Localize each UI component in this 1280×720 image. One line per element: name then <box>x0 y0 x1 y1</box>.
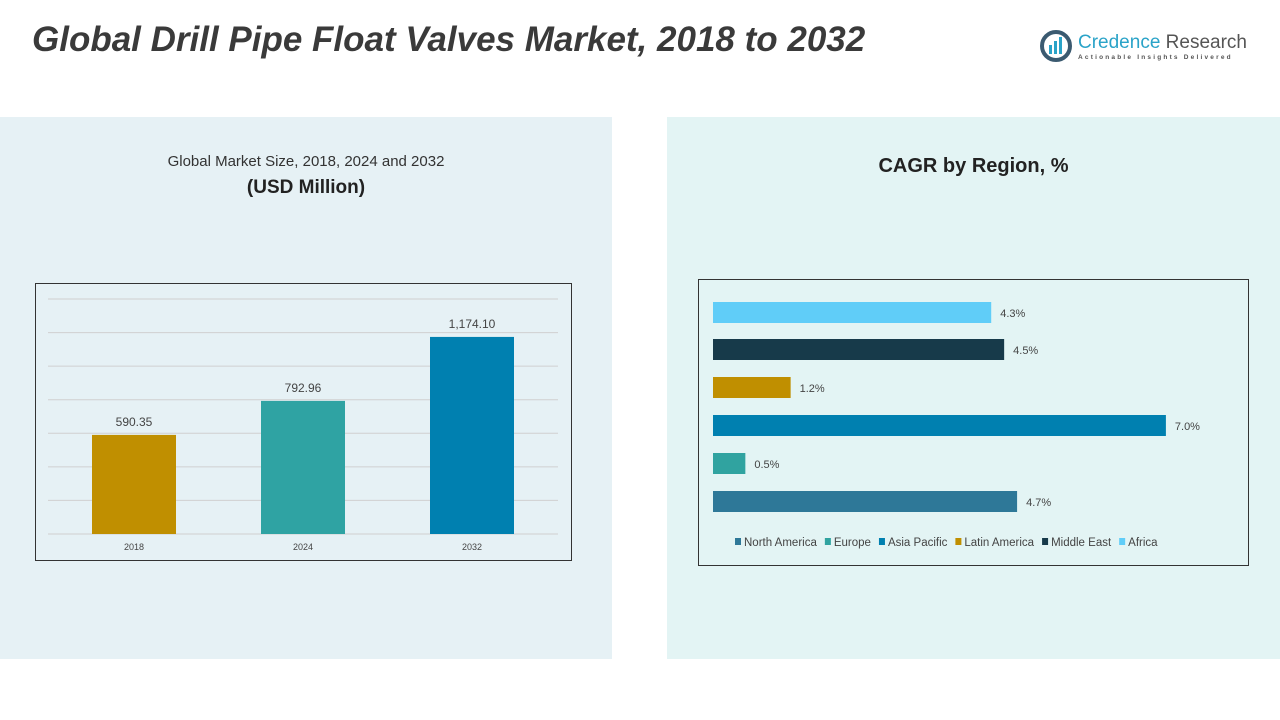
legend-label-europe: Europe <box>834 537 871 549</box>
market-size-svg: 590.35 2018 792.96 2024 1,174.10 2032 <box>48 298 558 552</box>
cagr-svg: 4.7% 0.5% 7.0% 1.2% 4.5% 4.3% North America Eur… <box>713 302 1200 549</box>
right-chart-title: CAGR by Region, % <box>878 155 1069 177</box>
logo-name-2: Research <box>1160 31 1247 53</box>
legend-swatch-north_america <box>735 538 741 545</box>
data-label: 0.5% <box>754 459 779 471</box>
legend-swatch-europe <box>824 538 831 545</box>
x-tick-label: 2018 <box>124 542 144 552</box>
bar-middle_east <box>713 339 1005 360</box>
logo-tagline: Actionable Insights Delivered <box>1078 53 1233 61</box>
data-label: 1,174.10 <box>449 317 496 331</box>
bar-latin_america <box>713 377 791 398</box>
legend-label-africa: Africa <box>1128 537 1158 549</box>
legend-label-latin_america: Latin America <box>964 537 1034 549</box>
market-size-chart: 590.35 2018 792.96 2024 1,174.10 2032 <box>35 283 572 561</box>
legend-label-middle_east: Middle East <box>1051 537 1112 549</box>
page-title: Global Drill Pipe Float Valves Market, 2… <box>32 20 866 59</box>
logo-icon <box>1040 30 1072 62</box>
logo: Credence Research Actionable Insights De… <box>1040 30 1247 62</box>
left-chart-title: Global Market Size, 2018, 2024 and 2032 <box>167 153 445 170</box>
data-label: 4.5% <box>1013 345 1038 357</box>
data-label: 7.0% <box>1175 421 1200 433</box>
data-label: 4.7% <box>1026 497 1051 509</box>
legend-swatch-middle_east <box>1042 538 1049 545</box>
legend-label-asia_pacific: Asia Pacific <box>888 537 948 549</box>
legend-swatch-latin_america <box>955 538 962 545</box>
bar-north_america <box>713 491 1018 512</box>
bar-europe <box>713 453 746 474</box>
bar-asia_pacific <box>713 415 1166 436</box>
logo-name-1: Credence <box>1078 31 1161 53</box>
x-tick-label: 2024 <box>293 542 313 552</box>
legend-swatch-asia_pacific <box>878 538 885 545</box>
data-label: 590.35 <box>116 415 153 429</box>
cagr-chart: 4.7% 0.5% 7.0% 1.2% 4.5% 4.3% North America Eur… <box>698 279 1249 566</box>
data-label: 792.96 <box>285 381 322 395</box>
legend-swatch-africa <box>1119 538 1126 545</box>
legend-label-north_america: North America <box>744 537 817 549</box>
bar-2024 <box>261 400 345 534</box>
bar-africa <box>713 302 992 323</box>
bar-2018 <box>92 434 176 534</box>
bar-2032 <box>430 336 514 534</box>
x-tick-label: 2032 <box>462 542 482 552</box>
left-chart-subtitle: (USD Million) <box>246 177 366 198</box>
data-label: 1.2% <box>800 383 825 395</box>
data-label: 4.3% <box>1000 308 1025 320</box>
